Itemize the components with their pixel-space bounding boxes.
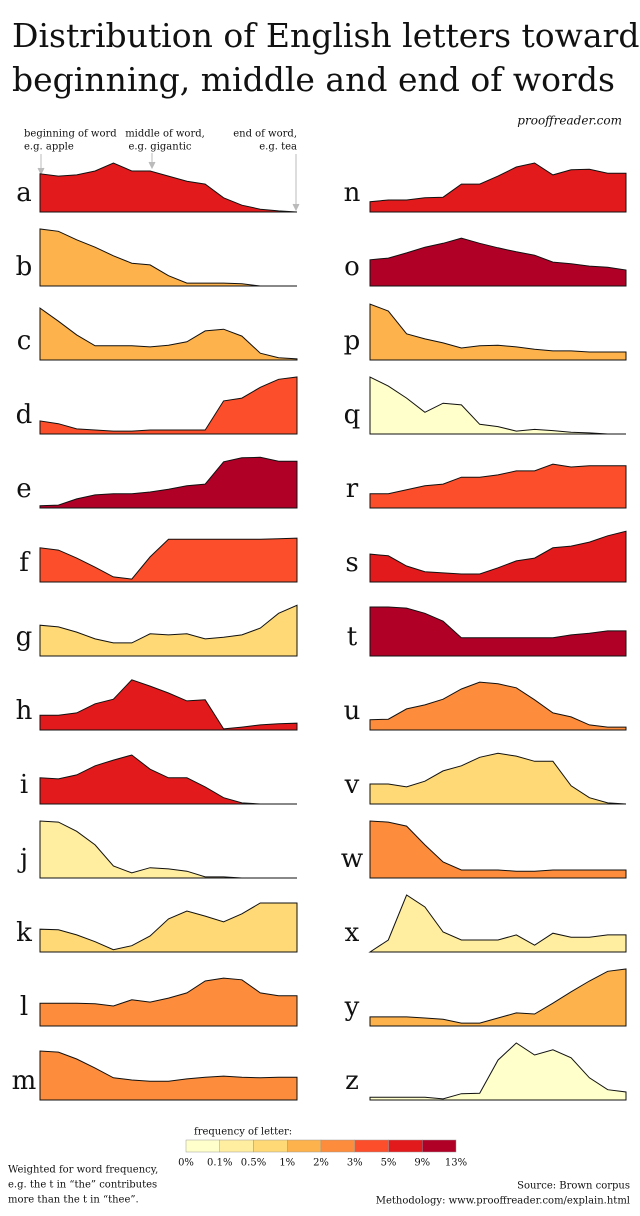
annotation: e.g. gigantic bbox=[128, 142, 191, 153]
area bbox=[39, 604, 298, 657]
letter-label: z bbox=[345, 1066, 359, 1096]
source: Methodology: www.prooffreader.com/explai… bbox=[376, 1196, 630, 1207]
legend-swatch bbox=[320, 1139, 355, 1153]
footnote: e.g. the t in “the” contributes bbox=[8, 1180, 157, 1191]
area bbox=[368, 894, 627, 953]
area bbox=[369, 681, 627, 731]
letter-label: s bbox=[345, 548, 358, 578]
annotation: beginning of word bbox=[24, 129, 117, 140]
letter-label: i bbox=[20, 770, 28, 800]
letter-label: w bbox=[341, 844, 363, 874]
area bbox=[369, 1042, 627, 1101]
area bbox=[39, 376, 298, 435]
area bbox=[369, 162, 627, 213]
area bbox=[39, 679, 298, 731]
footnote: Weighted for word frequency, bbox=[8, 1165, 158, 1176]
letter-label: v bbox=[344, 770, 360, 800]
title-line: beginning, middle and end of words bbox=[12, 60, 615, 99]
legend-label: 13% bbox=[445, 1158, 467, 1169]
letter-label: m bbox=[12, 1066, 37, 1096]
area bbox=[39, 162, 298, 213]
area bbox=[369, 968, 627, 1027]
area bbox=[39, 977, 298, 1027]
letter-label: h bbox=[16, 696, 33, 726]
letter-label: l bbox=[20, 992, 28, 1022]
annotation: middle of word, bbox=[125, 129, 205, 140]
area bbox=[369, 376, 626, 435]
area bbox=[369, 303, 627, 361]
area bbox=[39, 228, 297, 287]
legend-label: 2% bbox=[313, 1158, 329, 1169]
area bbox=[39, 1050, 298, 1101]
credit: prooffreader.com bbox=[517, 114, 622, 128]
letter-label: e bbox=[16, 474, 31, 504]
letter-label: o bbox=[344, 252, 360, 282]
area bbox=[39, 537, 298, 583]
area bbox=[369, 530, 627, 583]
legend-swatch bbox=[219, 1139, 254, 1153]
area bbox=[39, 307, 298, 361]
letter-label: b bbox=[16, 252, 33, 282]
letter-label: u bbox=[344, 696, 361, 726]
letter-label: p bbox=[344, 326, 361, 356]
annotation-arrows bbox=[37, 153, 300, 212]
title-line: Distribution of English letters toward bbox=[12, 16, 639, 55]
legend-label: 0.5% bbox=[241, 1158, 266, 1169]
annotation: end of word, bbox=[233, 129, 297, 140]
legend-swatch bbox=[253, 1139, 288, 1153]
letter-label: a bbox=[16, 178, 32, 208]
legend-label: 5% bbox=[381, 1158, 397, 1169]
letter-label: n bbox=[344, 178, 361, 208]
legend-label: 3% bbox=[347, 1158, 363, 1169]
letter-label: c bbox=[17, 326, 32, 356]
letter-label: f bbox=[19, 548, 31, 578]
letter-label: k bbox=[16, 918, 32, 948]
legend-label: 9% bbox=[414, 1158, 430, 1169]
legend-label: 0.1% bbox=[207, 1158, 232, 1169]
letter-label: x bbox=[345, 918, 360, 948]
area bbox=[39, 754, 297, 805]
area bbox=[369, 237, 627, 287]
legend-swatch bbox=[388, 1139, 423, 1153]
area bbox=[369, 463, 627, 509]
area bbox=[369, 606, 627, 657]
letter-label: j bbox=[17, 844, 28, 874]
legend-title: frequency of letter: bbox=[194, 1127, 292, 1138]
legend-label: 0% bbox=[178, 1158, 194, 1169]
legend-label: 1% bbox=[279, 1158, 295, 1169]
letter-label: y bbox=[344, 992, 360, 1022]
source: Source: Brown corpus bbox=[517, 1181, 630, 1192]
area bbox=[369, 752, 627, 805]
footnote: more than the t in “thee”. bbox=[8, 1195, 139, 1206]
annotation: e.g. apple bbox=[24, 142, 74, 153]
letter-label: q bbox=[344, 400, 361, 430]
annotation: e.g. tea bbox=[259, 142, 297, 153]
legend-swatch bbox=[185, 1139, 220, 1153]
area bbox=[39, 902, 298, 953]
area bbox=[39, 820, 297, 879]
letter-label: g bbox=[16, 622, 33, 652]
area bbox=[369, 820, 627, 879]
legend-swatch bbox=[354, 1139, 389, 1153]
area bbox=[39, 456, 298, 509]
legend-swatch bbox=[287, 1139, 322, 1153]
letter-label: r bbox=[346, 474, 359, 504]
letter-label: t bbox=[347, 622, 358, 652]
letter-label: d bbox=[16, 400, 33, 430]
legend-swatch bbox=[422, 1139, 457, 1153]
